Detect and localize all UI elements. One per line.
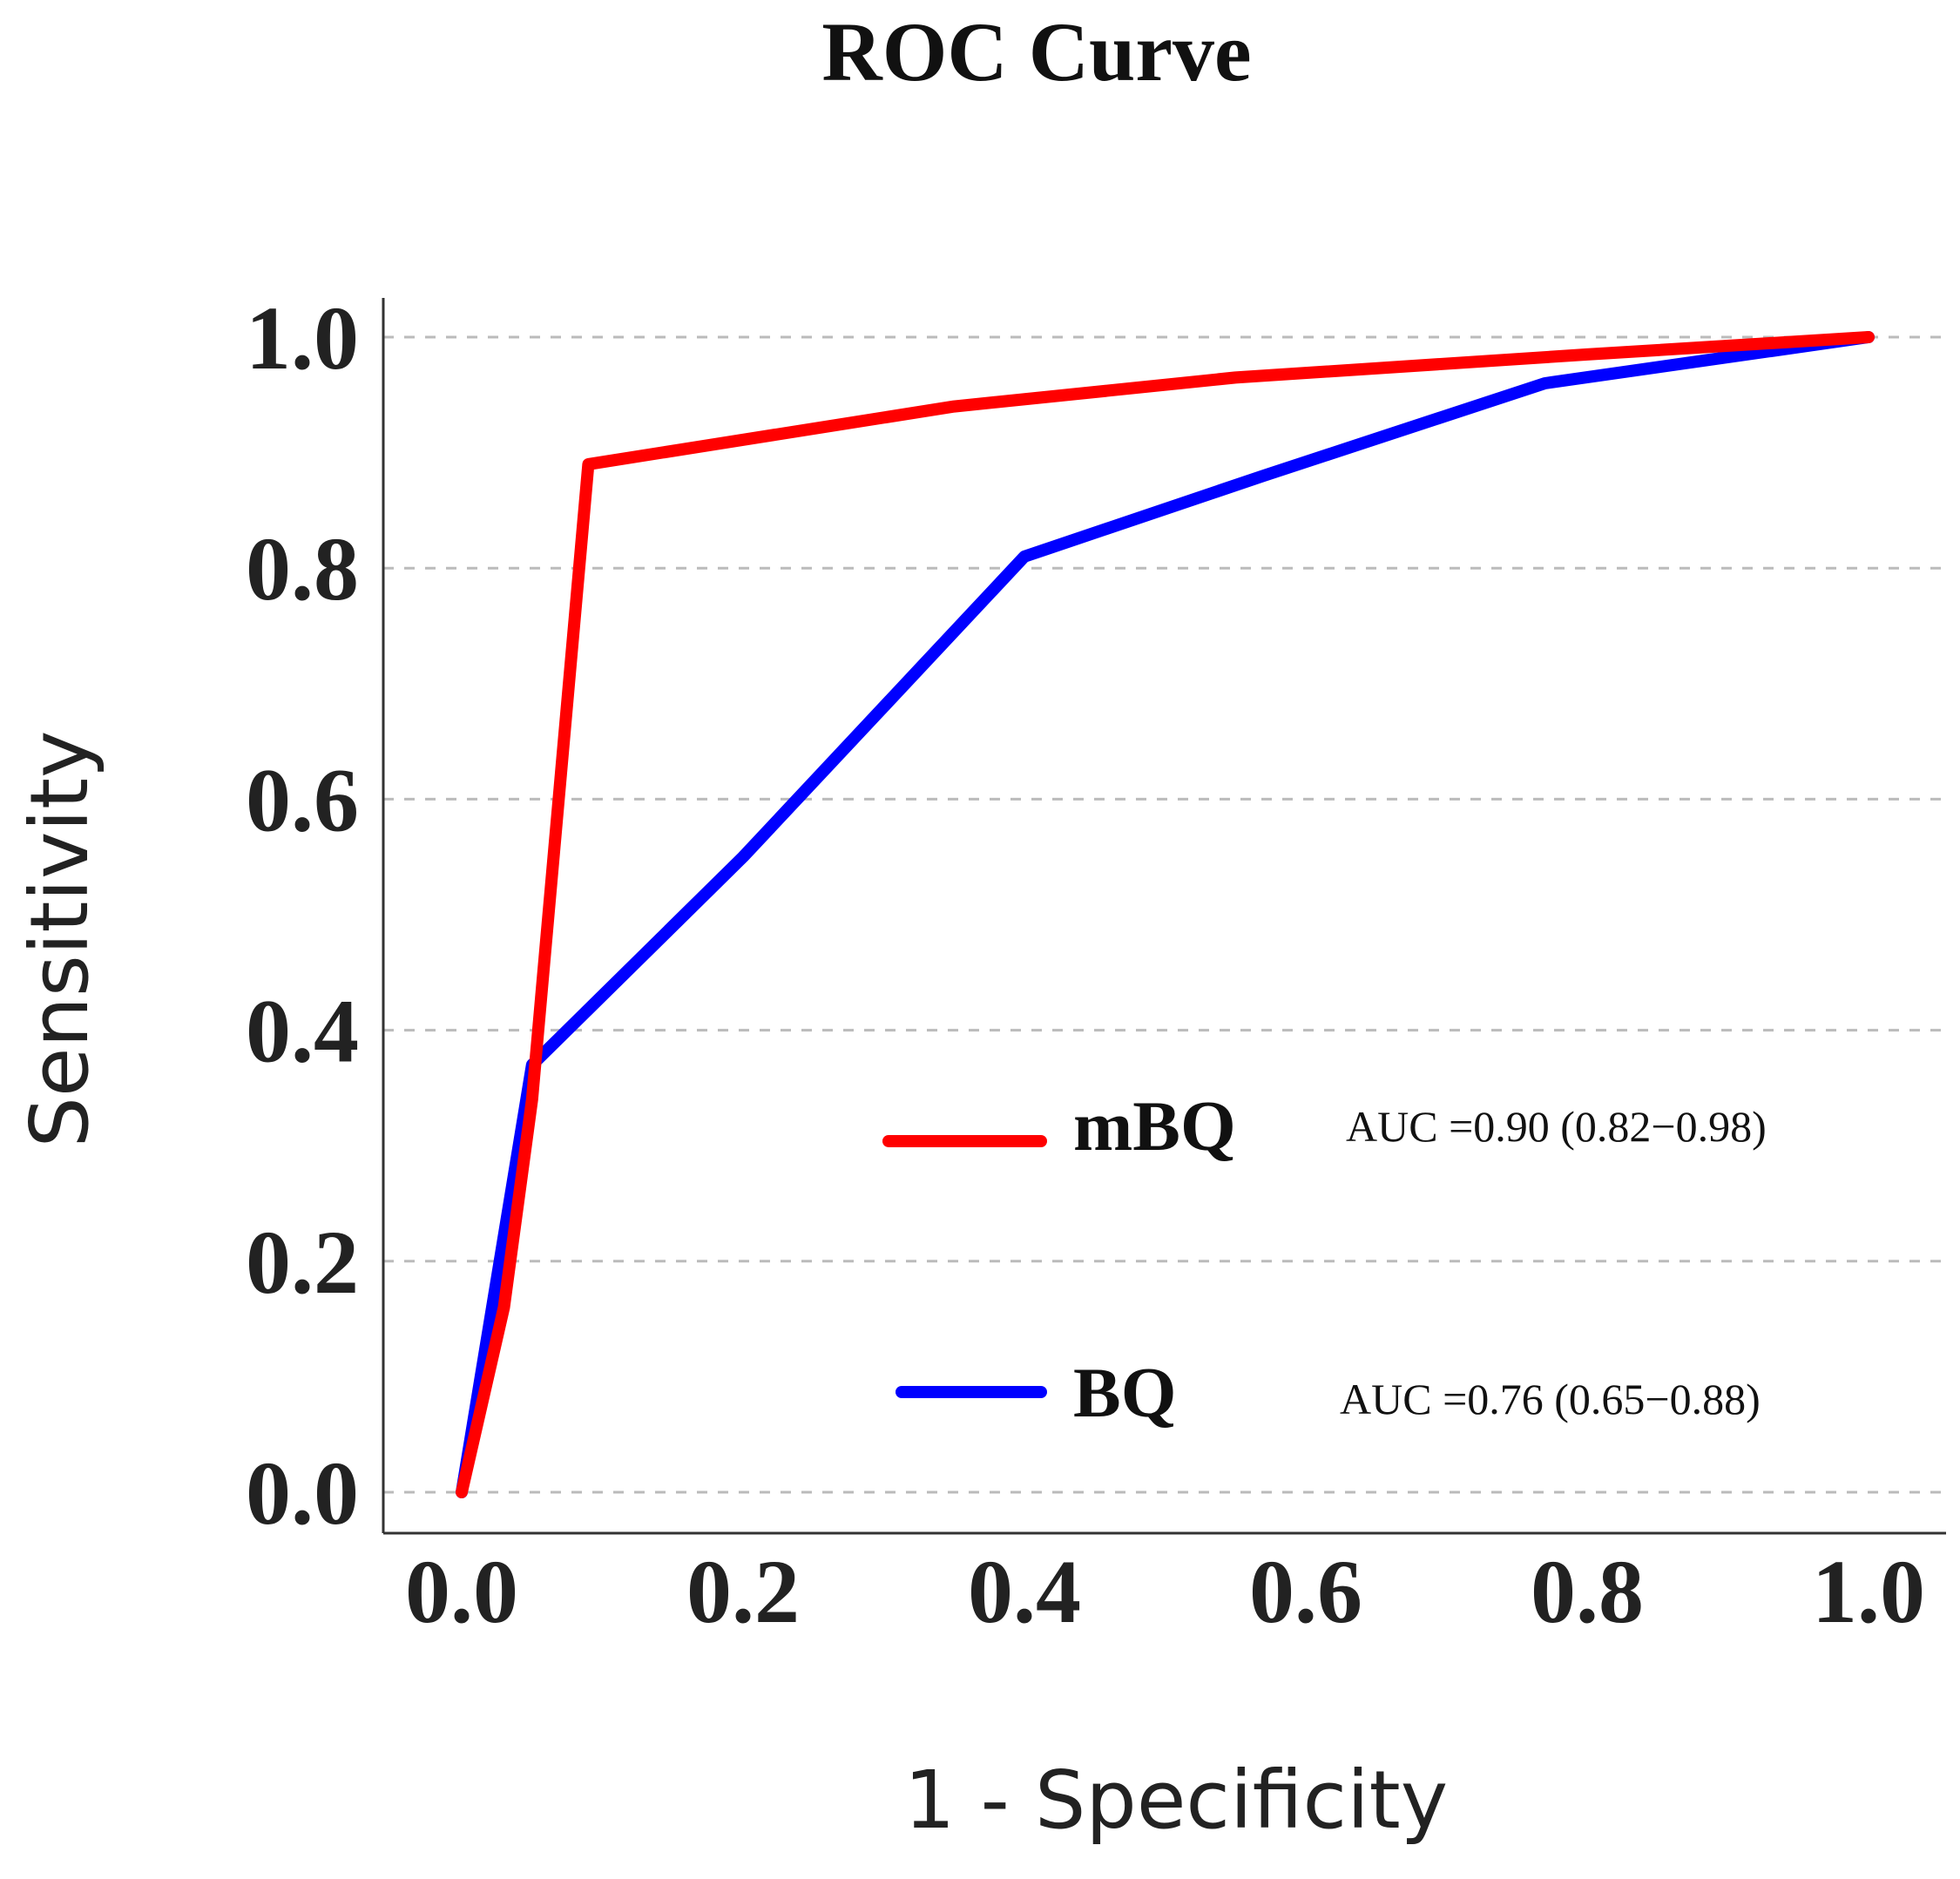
y-tick-labels: 0.0 0.2 0.4 0.6 0.8 1.0 <box>246 288 359 1544</box>
x-tick-label: 0.8 <box>1531 1542 1644 1642</box>
x-tick-label: 0.6 <box>1249 1542 1362 1642</box>
y-tick-label: 0.4 <box>246 982 359 1082</box>
y-axis-label: Sensitivity <box>13 731 106 1148</box>
chart-title: ROC Curve <box>821 5 1251 98</box>
gridlines <box>383 335 1946 1494</box>
x-tick-labels: 0.0 0.2 0.4 0.6 0.8 1.0 <box>405 1542 1925 1642</box>
y-tick-label: 0.0 <box>246 1443 359 1544</box>
legend: mBQ AUC =0.90 (0.82−0.98) BQ AUC =0.76 (… <box>882 1086 1767 1432</box>
x-axis-label: 1 - Specificity <box>904 1754 1448 1847</box>
legend-auc-bq: AUC =0.76 (0.65−0.88) <box>1340 1375 1761 1423</box>
y-tick-label: 0.8 <box>246 519 359 619</box>
x-tick-label: 0.4 <box>968 1542 1081 1642</box>
series-line-mbq <box>456 331 1875 1498</box>
legend-auc-mbq: AUC =0.90 (0.82−0.98) <box>1346 1102 1767 1151</box>
x-tick-label: 1.0 <box>1812 1542 1925 1642</box>
legend-label-bq: BQ <box>1073 1353 1176 1432</box>
x-tick-label: 0.2 <box>686 1542 800 1642</box>
series-line-bq <box>456 331 1875 1498</box>
x-tick-label: 0.0 <box>405 1542 518 1642</box>
legend-label-mbq: mBQ <box>1073 1086 1236 1166</box>
series-lines <box>456 331 1875 1498</box>
y-tick-label: 0.6 <box>246 750 359 850</box>
y-tick-label: 0.2 <box>246 1213 359 1313</box>
y-tick-label: 1.0 <box>246 288 359 389</box>
